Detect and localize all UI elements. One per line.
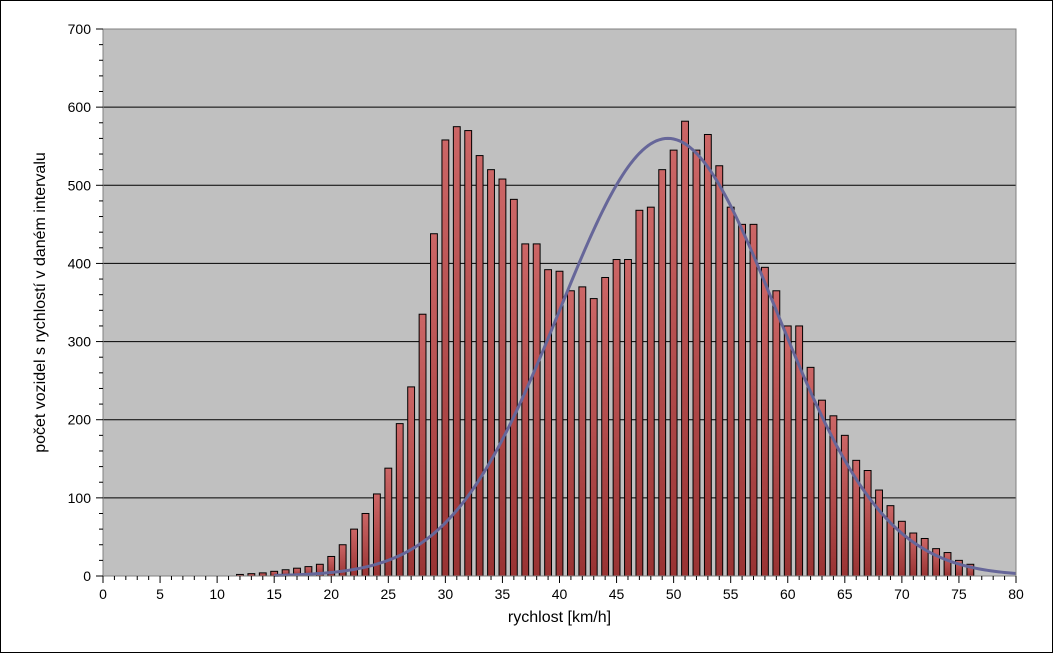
bar [567, 291, 574, 576]
x-tick-label: 75 [951, 586, 967, 602]
y-tick-label: 300 [68, 334, 92, 350]
bar [659, 170, 666, 576]
bar [602, 277, 609, 576]
bar [682, 121, 689, 576]
x-tick-label: 10 [209, 586, 225, 602]
bar [499, 179, 506, 576]
x-tick-label: 45 [609, 586, 625, 602]
y-tick-label: 400 [68, 255, 92, 271]
x-tick-label: 35 [495, 586, 511, 602]
chart-frame: 0 5 10 15 20 25 30 35 40 45 50 55 60 65 70 75 80 0 100 200 3… [0, 0, 1053, 653]
x-tick-label: 55 [723, 586, 739, 602]
bar [944, 553, 951, 576]
bar [784, 326, 791, 576]
bar [625, 260, 632, 576]
bar [510, 199, 517, 576]
bar [533, 244, 540, 576]
bar [647, 207, 654, 576]
bar [727, 207, 734, 576]
x-tick-label: 0 [99, 586, 107, 602]
y-tick-label: 600 [68, 99, 92, 115]
bar [545, 270, 552, 576]
x-tick-label: 50 [666, 586, 682, 602]
x-tick-label: 20 [323, 586, 339, 602]
bar [864, 471, 871, 576]
x-tick-label: 15 [266, 586, 282, 602]
bar [488, 170, 495, 576]
bar [431, 234, 438, 576]
bar [819, 400, 826, 576]
x-tick-label: 60 [780, 586, 796, 602]
y-tick-label: 200 [68, 412, 92, 428]
x-tick-label: 25 [381, 586, 397, 602]
x-tick-label: 65 [837, 586, 853, 602]
bar [887, 506, 894, 576]
bar [762, 267, 769, 576]
y-tick-label: 700 [68, 21, 92, 37]
bar [921, 538, 928, 576]
chart-container: 0 5 10 15 20 25 30 35 40 45 50 55 60 65 70 75 80 0 100 200 3… [25, 21, 1028, 630]
histogram-chart: 0 5 10 15 20 25 30 35 40 45 50 55 60 65 70 75 80 0 100 200 3… [25, 21, 1030, 632]
bar [522, 244, 529, 576]
x-tick-label: 70 [894, 586, 910, 602]
bar [636, 210, 643, 576]
bar [876, 490, 883, 576]
bar [704, 134, 711, 576]
y-tick-label: 0 [83, 568, 91, 584]
bar [739, 224, 746, 576]
bar [613, 260, 620, 576]
bar [750, 224, 757, 576]
y-tick-label: 100 [68, 490, 92, 506]
bar [716, 166, 723, 576]
bar [442, 140, 449, 576]
bar [476, 156, 483, 576]
x-tick-label: 80 [1008, 586, 1024, 602]
x-tick-label: 5 [156, 586, 164, 602]
x-tick-label: 30 [438, 586, 454, 602]
x-tick-label: 40 [552, 586, 568, 602]
bar [465, 131, 472, 576]
y-tick-label: 500 [68, 177, 92, 193]
x-axis-label: rychlost [km/h] [508, 609, 611, 626]
y-axis-label: počet vozidel s rychlostí v daném interv… [32, 152, 49, 453]
bar [773, 291, 780, 576]
bar [419, 314, 426, 576]
bar [579, 287, 586, 576]
bar [670, 150, 677, 576]
bar [693, 150, 700, 576]
bar [590, 299, 597, 576]
